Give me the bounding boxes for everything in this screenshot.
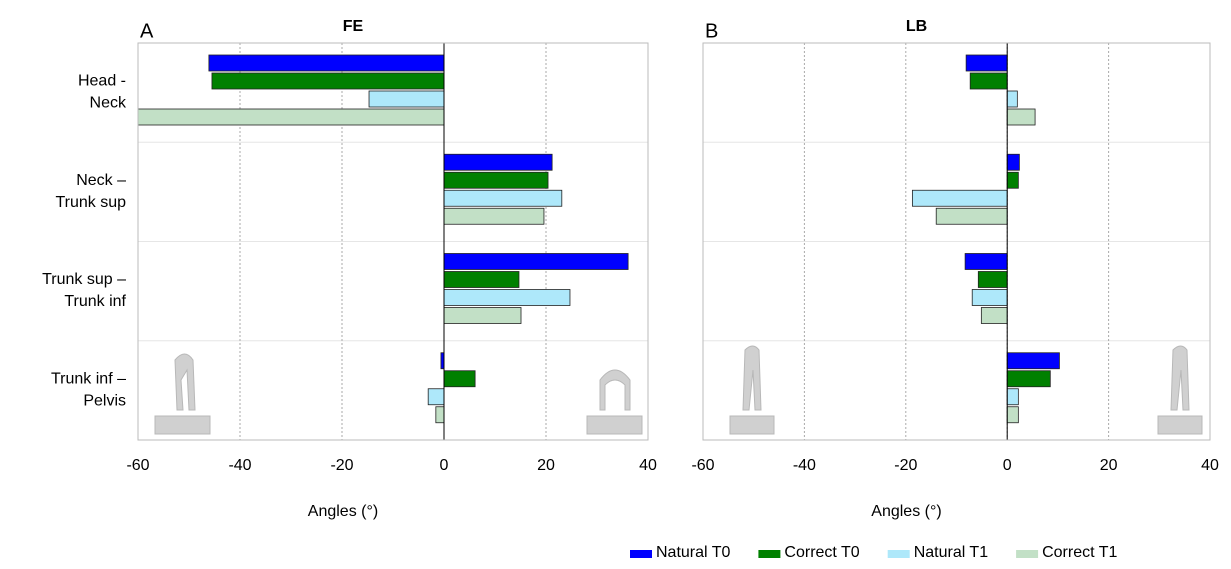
bar: [965, 254, 1007, 270]
bar: [1007, 353, 1059, 369]
bar: [444, 371, 475, 387]
y-tick-label: Trunk inf –Pelvis: [51, 371, 126, 410]
x-tick-label: 40: [1201, 457, 1219, 474]
x-tick-label: 40: [639, 457, 657, 474]
legend-swatch: [888, 550, 910, 558]
bar: [936, 208, 1007, 224]
chart: -60 -40 -20 0 20 40 A FE Angles (°) Head -Neck Nec…: [0, 0, 1231, 569]
bar: [978, 272, 1007, 288]
bar: [444, 208, 544, 224]
x-tick-label: -20: [330, 457, 353, 474]
chart-title: LB: [906, 18, 927, 35]
x-tick-label: -60: [691, 457, 714, 474]
bar: [1007, 407, 1018, 423]
bar: [981, 308, 1007, 324]
bar: [444, 254, 628, 270]
bar: [444, 190, 562, 206]
bar: [1007, 172, 1018, 188]
legend-label: Correct T0: [784, 544, 859, 561]
x-axis-label: Angles (°): [871, 503, 941, 520]
legend-label: Natural T1: [914, 544, 989, 561]
y-tick-label: Head -Neck: [78, 73, 127, 112]
y-tick-label: Neck –Trunk sup: [55, 172, 126, 211]
x-tick-label: 0: [440, 457, 449, 474]
x-tick-label: -20: [894, 457, 917, 474]
y-tick-label: Trunk sup –Trunk inf: [42, 271, 126, 310]
legend-swatch: [758, 550, 780, 558]
x-tick-label: -60: [126, 457, 149, 474]
bar: [444, 272, 519, 288]
bar: [369, 91, 444, 107]
bar: [444, 290, 570, 306]
x-tick-label: 20: [537, 457, 555, 474]
legend-swatch: [1016, 550, 1038, 558]
legend-swatch: [630, 550, 652, 558]
x-axis-label: Angles (°): [308, 503, 378, 520]
legend-label: Natural T0: [656, 544, 731, 561]
panel-label: A: [140, 20, 154, 42]
x-tick-label: -40: [228, 457, 251, 474]
bar: [912, 190, 1007, 206]
bar: [212, 73, 444, 89]
x-tick-label: 20: [1100, 457, 1118, 474]
bar: [1007, 91, 1017, 107]
bar: [1007, 109, 1035, 125]
bar: [436, 407, 444, 423]
x-tick-label: 0: [1003, 457, 1012, 474]
chart-title: FE: [343, 18, 364, 35]
bar: [966, 55, 1007, 71]
bar: [972, 290, 1007, 306]
bar: [444, 308, 521, 324]
bar: [138, 109, 444, 125]
bar: [1007, 154, 1019, 170]
bar: [1007, 371, 1050, 387]
bar: [444, 172, 548, 188]
x-tick-label: -40: [793, 457, 816, 474]
bar: [428, 389, 444, 405]
bar: [1007, 389, 1018, 405]
legend-label: Correct T1: [1042, 544, 1117, 561]
panel-label: B: [705, 20, 718, 42]
bar: [209, 55, 444, 71]
bar: [444, 154, 552, 170]
bar: [970, 73, 1007, 89]
